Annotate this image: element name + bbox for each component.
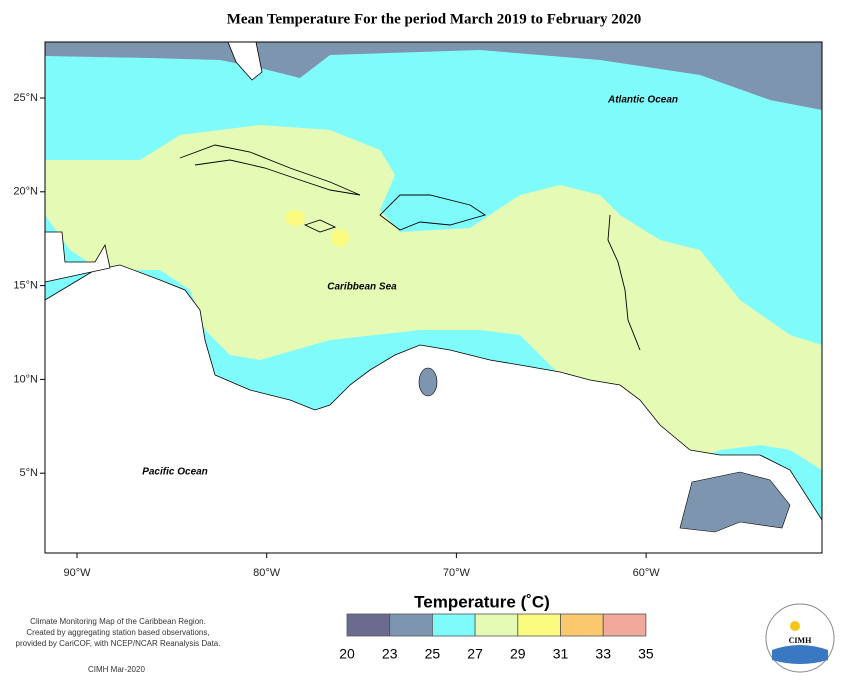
hot-spot: [331, 229, 349, 247]
legend-tick: 35: [638, 646, 654, 662]
footer: Climate Monitoring Map of the Caribbean …: [16, 617, 221, 648]
legend-tick: 20: [339, 646, 355, 662]
footer-line: provided by CariCOF, with NCEP/NCAR Rean…: [16, 639, 221, 648]
logo: CIMH: [765, 603, 835, 673]
lon-label: 80°W: [253, 567, 281, 579]
legend-title: Temperature (˚C): [414, 592, 550, 611]
legend-tick: 33: [595, 646, 611, 662]
lat-label: 10°N: [13, 373, 38, 385]
latitude-axis: 25°N 20°N 15°N 10°N 5°N: [13, 92, 45, 479]
legend-swatch: [602, 613, 647, 637]
lat-label: 20°N: [13, 186, 38, 198]
ocean-label: Caribbean Sea: [327, 282, 397, 293]
sea-cyan: [488, 170, 532, 190]
land: [44, 231, 111, 283]
cuba: [179, 144, 361, 196]
map-frame: [44, 41, 823, 554]
land: [44, 264, 823, 554]
legend-tick: 25: [425, 646, 441, 662]
legend-swatch: [474, 613, 519, 637]
jamaica: [303, 219, 337, 233]
lat-label: 5°N: [20, 467, 39, 479]
warm-zone: [45, 125, 822, 520]
cool-zone: [679, 471, 791, 533]
map-title: Mean Temperature For the period March 20…: [227, 11, 642, 27]
legend: Temperature (˚C) 20 23 25 27 29 31 33 35: [339, 592, 654, 661]
ocean-label: Atlantic Ocean: [607, 95, 678, 106]
legend-swatch: [431, 613, 476, 637]
lat-label: 25°N: [13, 92, 38, 104]
lon-label: 90°W: [63, 567, 91, 579]
legend-swatch: [389, 613, 433, 637]
lake: [418, 367, 438, 397]
legend-swatch: [517, 613, 561, 637]
legend-tick: 23: [382, 646, 398, 662]
credit: CIMH Mar-2020: [88, 665, 145, 674]
hot-spot: [285, 210, 305, 226]
logo-sun: [790, 621, 800, 631]
legend-tick: 27: [467, 646, 483, 662]
logo-wave: [772, 645, 828, 664]
logo-text: CIMH: [789, 636, 812, 645]
lon-label: 60°W: [633, 567, 661, 579]
map: Atlantic Ocean Caribbean Sea Pacific Oce…: [44, 41, 823, 554]
legend-tick: 29: [510, 646, 526, 662]
legend-swatch: [346, 613, 391, 637]
lat-label: 15°N: [13, 280, 38, 292]
longitude-axis: 90°W 80°W 70°W 60°W: [63, 553, 660, 579]
legend-swatch: [560, 613, 604, 637]
hispaniola: [379, 194, 487, 231]
footer-line: Climate Monitoring Map of the Caribbean …: [30, 617, 206, 626]
legend-tick: 31: [553, 646, 569, 662]
ocean-label: Pacific Ocean: [142, 467, 208, 478]
lesser-antilles: [607, 214, 641, 351]
footer-line: Created by aggregating station based obs…: [26, 628, 209, 637]
lon-label: 70°W: [443, 567, 471, 579]
